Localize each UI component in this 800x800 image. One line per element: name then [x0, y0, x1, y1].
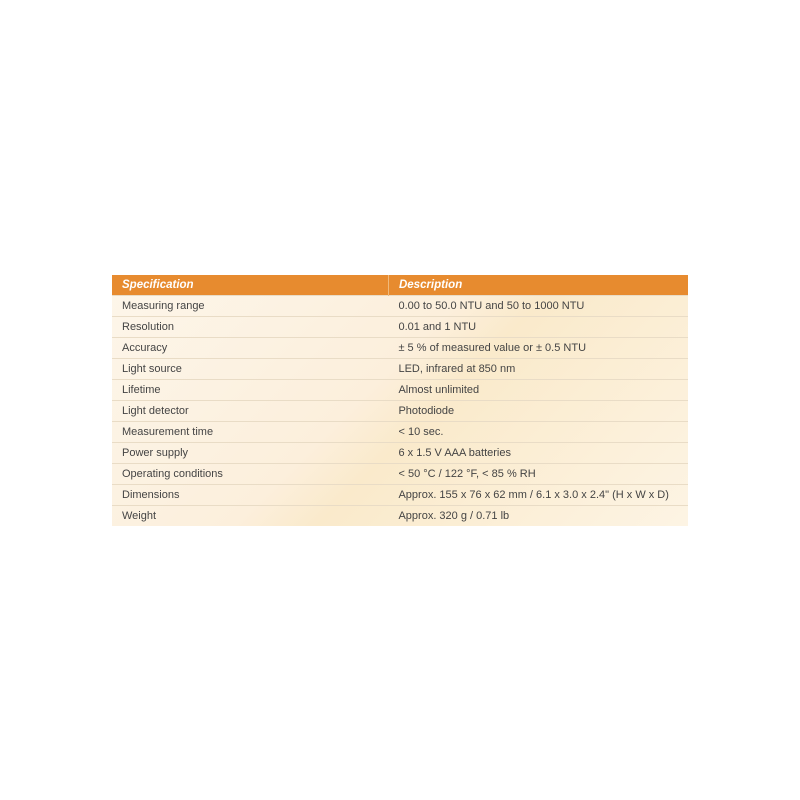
table-row: Lifetime Almost unlimited [112, 379, 688, 400]
desc-cell: Almost unlimited [388, 379, 688, 400]
desc-cell: < 50 °C / 122 °F, < 85 % RH [388, 463, 688, 484]
col-header-description: Description [388, 275, 688, 296]
table-row: Measurement time < 10 sec. [112, 421, 688, 442]
desc-cell: 0.01 and 1 NTU [388, 316, 688, 337]
spec-cell: Dimensions [112, 484, 388, 505]
spec-table-container: Specification Description Measuring rang… [112, 275, 688, 526]
table-row: Operating conditions < 50 °C / 122 °F, <… [112, 463, 688, 484]
table-row: Dimensions Approx. 155 x 76 x 62 mm / 6.… [112, 484, 688, 505]
table-row: Light detector Photodiode [112, 400, 688, 421]
table-header-row: Specification Description [112, 275, 688, 296]
desc-cell: ± 5 % of measured value or ± 0.5 NTU [388, 337, 688, 358]
spec-cell: Power supply [112, 442, 388, 463]
desc-cell: LED, infrared at 850 nm [388, 358, 688, 379]
table-row: Light source LED, infrared at 850 nm [112, 358, 688, 379]
spec-table: Specification Description Measuring rang… [112, 275, 688, 526]
table-row: Power supply 6 x 1.5 V AAA batteries [112, 442, 688, 463]
spec-cell: Measurement time [112, 421, 388, 442]
spec-cell: Resolution [112, 316, 388, 337]
spec-cell: Weight [112, 505, 388, 526]
spec-cell: Accuracy [112, 337, 388, 358]
spec-cell: Operating conditions [112, 463, 388, 484]
col-header-specification: Specification [112, 275, 388, 296]
table-row: Weight Approx. 320 g / 0.71 lb [112, 505, 688, 526]
spec-cell: Lifetime [112, 379, 388, 400]
desc-cell: Photodiode [388, 400, 688, 421]
spec-cell: Light source [112, 358, 388, 379]
spec-cell: Light detector [112, 400, 388, 421]
desc-cell: Approx. 155 x 76 x 62 mm / 6.1 x 3.0 x 2… [388, 484, 688, 505]
table-row: Resolution 0.01 and 1 NTU [112, 316, 688, 337]
table-row: Accuracy ± 5 % of measured value or ± 0.… [112, 337, 688, 358]
desc-cell: Approx. 320 g / 0.71 lb [388, 505, 688, 526]
desc-cell: 6 x 1.5 V AAA batteries [388, 442, 688, 463]
desc-cell: 0.00 to 50.0 NTU and 50 to 1000 NTU [388, 295, 688, 316]
spec-cell: Measuring range [112, 295, 388, 316]
desc-cell: < 10 sec. [388, 421, 688, 442]
table-row: Measuring range 0.00 to 50.0 NTU and 50 … [112, 295, 688, 316]
